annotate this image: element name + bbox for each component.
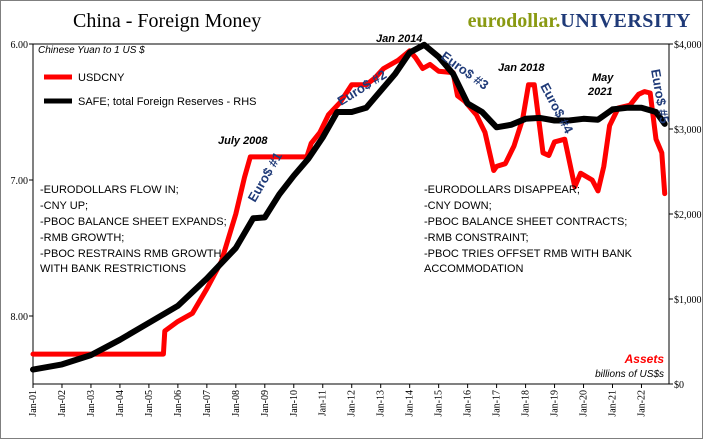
note-right-line: -PBOC TRIES OFFSET RMB WITH BANK xyxy=(424,248,633,260)
right-axis: $0 $1,000 $2,000 $3,000 $4,000 xyxy=(669,40,702,391)
x-tick-label: Jan-06 xyxy=(173,390,184,417)
chart-title: China - Foreign Money xyxy=(73,10,262,32)
annotation-jan-2014: Jan 2014 xyxy=(376,33,422,45)
x-tick-label: Jan-09 xyxy=(260,390,271,417)
x-tick-label: Jan-21 xyxy=(607,390,618,417)
notes-left: -EURODOLLARS FLOW IN; -CNY UP; -PBOC BAL… xyxy=(40,184,227,275)
annotation-jan-2018: Jan 2018 xyxy=(498,62,545,74)
right-tick-label: $3,000 xyxy=(674,125,702,136)
legend-label-safe: SAFE; total Foreign Reserves - RHS xyxy=(78,96,257,108)
x-tick-label: Jan-08 xyxy=(231,390,242,417)
left-axis-label: Chinese Yuan to 1 US $ xyxy=(38,45,145,56)
x-tick-label: Jan-15 xyxy=(434,390,445,417)
note-right-line: ACCOMMODATION xyxy=(424,263,523,275)
notes-right: -EURODOLLARS DISAPPEAR; -CNY DOWN; -PBOC… xyxy=(424,184,633,275)
note-left-line: -PBOC BALANCE SHEET EXPANDS; xyxy=(40,216,227,228)
x-axis: Jan-01 Jan-02 Jan-03 Jan-04 Jan-05 Jan-06 Jan-… xyxy=(28,384,647,417)
x-tick-label: Jan-02 xyxy=(57,390,68,417)
note-right-line: -EURODOLLARS DISAPPEAR; xyxy=(424,184,580,196)
note-right-line: -PBOC BALANCE SHEET CONTRACTS; xyxy=(424,216,627,228)
note-right-line: -CNY DOWN; xyxy=(424,200,492,212)
x-tick-label: Jan-19 xyxy=(550,390,561,417)
x-tick-label: Jan-01 xyxy=(28,390,39,417)
legend-label-usdcny: USDCNY xyxy=(78,72,125,84)
x-tick-label: Jan-12 xyxy=(347,390,358,417)
annotation-euro-4: Euro$ #4 xyxy=(537,80,576,136)
series-layer xyxy=(30,41,668,373)
note-left-line: -RMB GROWTH; xyxy=(40,232,124,244)
right-tick-label: $4,000 xyxy=(674,40,702,51)
x-tick-label: Jan-07 xyxy=(202,390,213,417)
right-axis-units: billions of US$s xyxy=(595,369,664,380)
right-tick-label: $2,000 xyxy=(674,210,702,221)
left-tick-label: 8.00 xyxy=(11,312,29,323)
right-axis-caption: Assets xyxy=(624,352,665,366)
left-tick-label: 7.00 xyxy=(11,176,29,187)
note-left-line: WITH BANK RESTRICTIONS xyxy=(40,263,186,275)
right-tick-label: $1,000 xyxy=(674,295,702,306)
x-tick-label: Jan-05 xyxy=(144,390,155,417)
right-tick-label: $0 xyxy=(674,380,684,391)
x-tick-label: Jan-20 xyxy=(579,390,590,417)
brand-part-1: eurodollar. xyxy=(467,10,561,32)
x-tick-label: Jan-13 xyxy=(376,390,387,417)
note-left-line: -EURODOLLARS FLOW IN; xyxy=(40,184,179,196)
x-tick-label: Jan-03 xyxy=(86,390,97,417)
annotation-may-2021-line2: 2021 xyxy=(587,86,612,98)
annotation-may-2021-line1: May xyxy=(592,72,614,84)
note-right-line: -RMB CONSTRAINT; xyxy=(424,232,529,244)
annotation-july-2008: July 2008 xyxy=(218,135,268,147)
brand-part-2: UNIVERSITY xyxy=(560,10,691,32)
legend: USDCNY SAFE; total Foreign Reserves - RH… xyxy=(44,72,257,108)
left-axis: 6.00 7.00 8.00 xyxy=(11,40,33,323)
left-tick-label: 6.00 xyxy=(11,40,29,51)
note-left-line: -PBOC RESTRAINS RMB GROWTH xyxy=(40,248,222,260)
x-tick-label: Jan-18 xyxy=(521,390,532,417)
x-tick-label: Jan-16 xyxy=(463,390,474,417)
x-tick-label: Jan-11 xyxy=(318,390,329,416)
brand-logo: eurodollar.UNIVERSITY xyxy=(468,10,691,33)
x-tick-label: Jan-10 xyxy=(289,390,300,417)
x-tick-label: Jan-14 xyxy=(405,390,416,417)
x-tick-label: Jan-17 xyxy=(492,390,503,417)
x-tick-label: Jan-04 xyxy=(115,390,126,417)
x-tick-label: Jan-22 xyxy=(636,390,647,417)
note-left-line: -CNY UP; xyxy=(40,200,88,212)
series-line-safe-reserves xyxy=(30,41,668,373)
